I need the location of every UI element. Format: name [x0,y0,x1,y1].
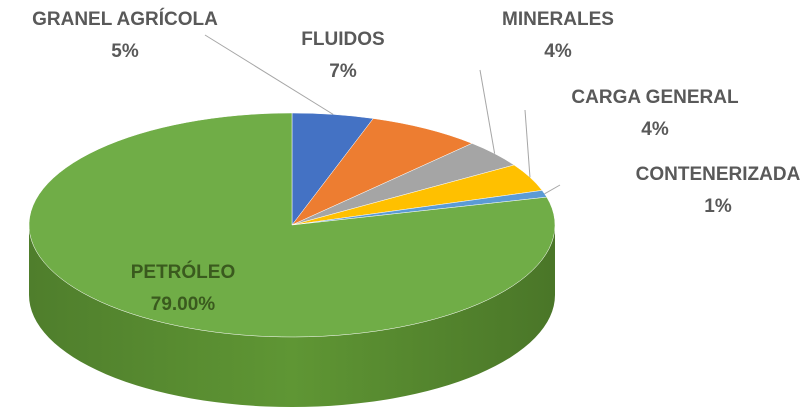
leader-line [204,34,334,115]
category-label: GRANEL AGRÍCOLA [32,8,218,30]
leader-line [544,184,561,195]
leader-line [479,69,496,154]
category-label: MINERALES [502,9,614,30]
value-label: 7% [329,61,357,82]
category-label: PETRÓLEO [131,261,236,283]
leader-line [524,109,531,178]
pie-slice [28,112,556,338]
category-label: CONTENERIZADA [636,164,801,185]
value-label: 5% [111,41,139,62]
pie-slice [291,118,473,226]
pie-side [29,225,555,407]
category-label: CARGA GENERAL [571,87,739,108]
value-label: 79.00% [151,294,216,315]
value-label: 4% [544,41,572,62]
value-label: 1% [704,196,732,217]
category-label: FLUIDOS [301,29,384,50]
value-label: 4% [641,119,669,140]
